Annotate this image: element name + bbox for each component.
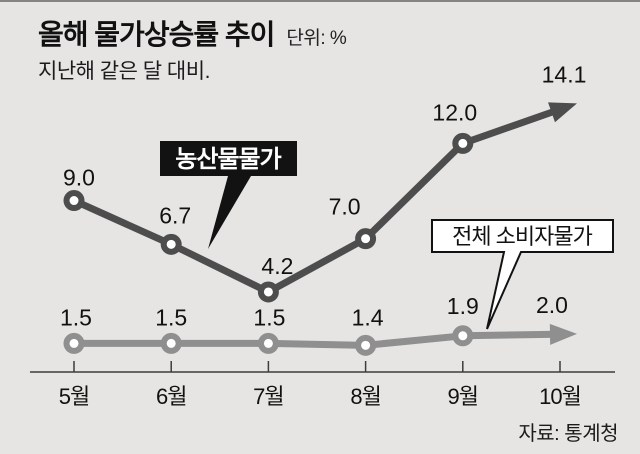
data-point-marker <box>257 281 279 303</box>
series-consumer: 1.5 1.5 1.5 1.4 1.9 2.0 <box>60 292 577 356</box>
data-point-marker <box>63 332 85 354</box>
x-tick-label: 9월 <box>448 384 478 409</box>
x-tick-label: 10월 <box>539 384 581 409</box>
data-point-label: 4.2 <box>261 253 293 279</box>
unit-label: 단위: % <box>286 28 347 49</box>
series-group: 9.0 6.7 4.2 7.0 12.0 14.1 1.5 1.5 1.5 1.4 1.9 2.0 <box>60 61 587 356</box>
data-point-marker <box>63 190 85 212</box>
x-tick-label: 5월 <box>59 384 89 409</box>
callout-agricultural-label: 농산물물가 <box>175 146 281 173</box>
x-tick-label: 6월 <box>156 384 186 409</box>
data-point-label: 1.5 <box>155 304 187 330</box>
source-label: 자료: 통계청 <box>518 423 618 445</box>
data-point-label: 2.0 <box>536 292 568 318</box>
callout-agricultural-bubble <box>160 141 297 249</box>
data-point-label: 7.0 <box>329 194 361 220</box>
callout-consumer-label: 전체 소비자물가 <box>452 224 593 249</box>
data-point-label: 6.7 <box>159 202 191 228</box>
series-line <box>72 106 560 296</box>
x-tick-label: 8월 <box>350 384 380 409</box>
top-rule-divider <box>0 0 640 2</box>
data-point-marker <box>452 132 474 154</box>
data-point-marker <box>160 332 182 354</box>
x-tick-label: 7월 <box>253 384 283 409</box>
callout-agricultural-prices: 농산물물가 <box>160 141 297 249</box>
callout-consumer-bubble <box>431 219 614 330</box>
series-line <box>74 330 558 349</box>
chart-subtitle: 지난해 같은 달 대비. <box>38 60 210 83</box>
series-agricultural: 9.0 6.7 4.2 7.0 12.0 14.1 <box>63 61 587 303</box>
data-point-marker <box>355 334 377 356</box>
data-point-marker <box>160 233 182 255</box>
data-point-marker <box>355 228 377 250</box>
arrowhead-icon <box>548 102 577 123</box>
data-point-marker <box>257 332 279 354</box>
data-point-label: 1.4 <box>352 304 384 330</box>
data-point-label: 12.0 <box>432 99 477 125</box>
x-axis: 5월 6월 7월 8월 9월 10월 <box>30 361 615 409</box>
arrowhead-icon <box>549 323 577 345</box>
data-point-label: 14.1 <box>542 61 587 87</box>
data-point-label: 1.5 <box>253 304 285 330</box>
callout-consumer-prices: 전체 소비자물가 <box>431 219 614 330</box>
data-point-label: 1.9 <box>447 293 479 319</box>
data-point-label: 1.5 <box>60 304 92 330</box>
chart-title: 올해 물가상승률 추이 <box>38 19 275 50</box>
data-point-marker <box>452 325 474 347</box>
header: 올해 물가상승률 추이 단위: % <box>38 13 347 53</box>
data-point-label: 9.0 <box>63 165 95 191</box>
